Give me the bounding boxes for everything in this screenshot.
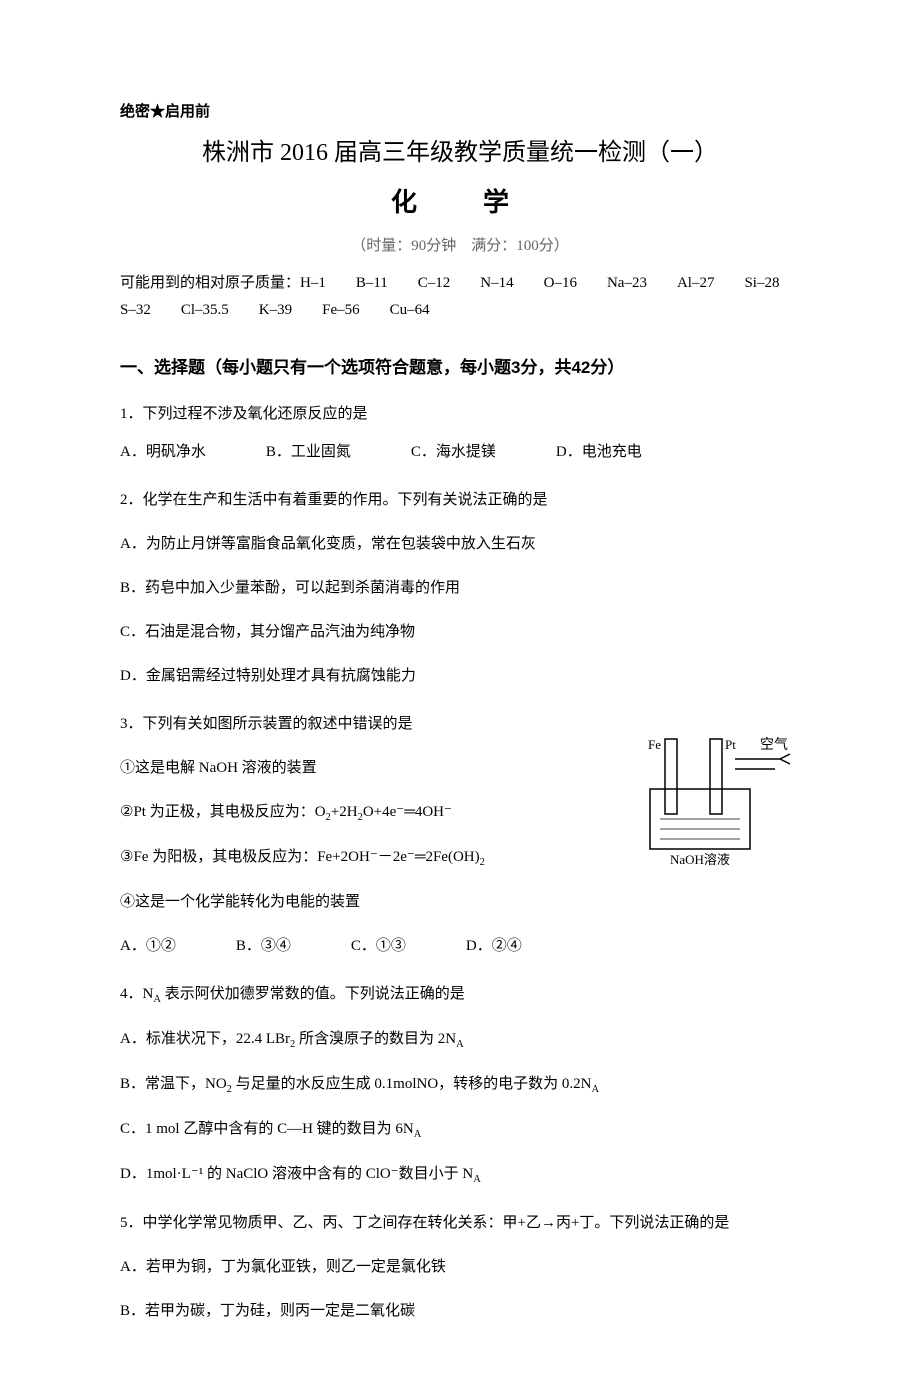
q4-c-pre: C．1 mol 乙醇中含有的 C—H 键的数目为 6N	[120, 1121, 414, 1137]
atomic-mass-label: 可能用到的相对原子质量：	[120, 275, 300, 291]
q1-option-b: B．工业固氮	[266, 437, 351, 467]
fe-label: Fe	[648, 737, 661, 752]
solution-label: NaOH溶液	[670, 852, 730, 867]
q3-option-c: C．①③	[351, 931, 406, 961]
q5-stem: 5．中学化学常见物质甲、乙、丙、丁之间存在转化关系：甲+乙→丙+丁。下列说法正确…	[120, 1208, 800, 1238]
q1-options: A．明矾净水 B．工业固氮 C．海水提镁 D．电池充电	[120, 437, 800, 467]
question-2: 2．化学在生产和生活中有着重要的作用。下列有关说法正确的是 A．为防止月饼等富脂…	[120, 485, 800, 691]
q2-option-c: C．石油是混合物，其分馏产品汽油为纯净物	[120, 617, 800, 647]
q2-stem: 2．化学在生产和生活中有着重要的作用。下列有关说法正确的是	[120, 485, 800, 515]
pt-label: Pt	[725, 737, 736, 752]
q4-option-b: B．常温下，NO2 与足量的水反应生成 0.1molNO，转移的电子数为 0.2…	[120, 1069, 800, 1100]
q3-options: A．①② B．③④ C．①③ D．②④	[120, 931, 800, 961]
q4-stem-post: 表示阿伏加德罗常数的值。下列说法正确的是	[161, 986, 465, 1002]
air-label: 空气	[760, 737, 788, 753]
q3-line2-post: O+4e⁻═4OH⁻	[363, 804, 452, 820]
q2-option-d: D．金属铝需经过特别处理才具有抗腐蚀能力	[120, 661, 800, 691]
question-5: 5．中学化学常见物质甲、乙、丙、丁之间存在转化关系：甲+乙→丙+丁。下列说法正确…	[120, 1208, 800, 1326]
q4-a-pre: A．标准状况下，22.4 LBr	[120, 1031, 290, 1047]
question-3: 3．下列有关如图所示装置的叙述中错误的是 ①这是电解 NaOH 溶液的装置 ②P…	[120, 709, 800, 961]
exam-title: 株洲市 2016 届高三年级教学质量统一检测（一）	[120, 134, 800, 172]
atomic-mass-info: 可能用到的相对原子质量：H–1 B–11 C–12 N–14 O–16 Na–2…	[120, 270, 800, 324]
q4-b-mid: 与足量的水反应生成 0.1molNO，转移的电子数为 0.2N	[232, 1076, 592, 1092]
question-4: 4．NA 表示阿伏加德罗常数的值。下列说法正确的是 A．标准状况下，22.4 L…	[120, 979, 800, 1190]
q5-option-a: A．若甲为铜，丁为氯化亚铁，则乙一定是氯化铁	[120, 1252, 800, 1282]
q2-option-b: B．药皂中加入少量苯酚，可以起到杀菌消毒的作用	[120, 573, 800, 603]
q3-line2: ②Pt 为正极，其电极反应为：O2+2H2O+4e⁻═4OH⁻	[120, 797, 600, 828]
q1-option-a: A．明矾净水	[120, 437, 206, 467]
duration-info: （时量：90分钟 满分：100分）	[120, 234, 800, 258]
q2-option-a: A．为防止月饼等富脂食品氧化变质，常在包装袋中放入生石灰	[120, 529, 800, 559]
q3-line3: ③Fe 为阳极，其电极反应为：Fe+2OH⁻－2e⁻═2Fe(OH)2	[120, 842, 600, 873]
q4-option-d: D．1mol·L⁻¹ 的 NaClO 溶液中含有的 ClO⁻数目小于 NA	[120, 1159, 800, 1190]
q3-option-a: A．①②	[120, 931, 176, 961]
electrolysis-diagram: Fe Pt 空气 NaOH溶液	[620, 729, 800, 880]
header-note: 绝密★启用前	[120, 100, 800, 124]
q4-option-a: A．标准状况下，22.4 LBr2 所含溴原子的数目为 2NA	[120, 1024, 800, 1055]
q4-stem-pre: 4．N	[120, 986, 153, 1002]
q5-option-b: B．若甲为碳，丁为硅，则丙一定是二氧化碳	[120, 1296, 800, 1326]
q4-a-mid: 所含溴原子的数目为 2N	[295, 1031, 456, 1047]
q1-stem: 1．下列过程不涉及氧化还原反应的是	[120, 399, 800, 429]
q4-b-pre: B．常温下，NO	[120, 1076, 227, 1092]
section-1-title: 一、选择题（每小题只有一个选项符合题意，每小题3分，共42分）	[120, 354, 800, 381]
q3-option-d: D．②④	[466, 931, 522, 961]
q3-option-b: B．③④	[236, 931, 291, 961]
q1-option-c: C．海水提镁	[411, 437, 496, 467]
q1-option-d: D．电池充电	[556, 437, 642, 467]
q4-option-c: C．1 mol 乙醇中含有的 C—H 键的数目为 6NA	[120, 1114, 800, 1145]
question-1: 1．下列过程不涉及氧化还原反应的是 A．明矾净水 B．工业固氮 C．海水提镁 D…	[120, 399, 800, 467]
q3-line4: ④这是一个化学能转化为电能的装置	[120, 887, 600, 917]
q3-line2-pre: ②Pt 为正极，其电极反应为：O	[120, 804, 326, 820]
q4-d-pre: D．1mol·L⁻¹ 的 NaClO 溶液中含有的 ClO⁻数目小于 N	[120, 1166, 473, 1182]
q3-line3-pre: ③Fe 为阳极，其电极反应为：Fe+2OH⁻－2e⁻═2Fe(OH)	[120, 849, 480, 865]
q4-stem: 4．NA 表示阿伏加德罗常数的值。下列说法正确的是	[120, 979, 800, 1010]
subject-title: 化 学	[120, 182, 800, 224]
q3-line1: ①这是电解 NaOH 溶液的装置	[120, 753, 600, 783]
